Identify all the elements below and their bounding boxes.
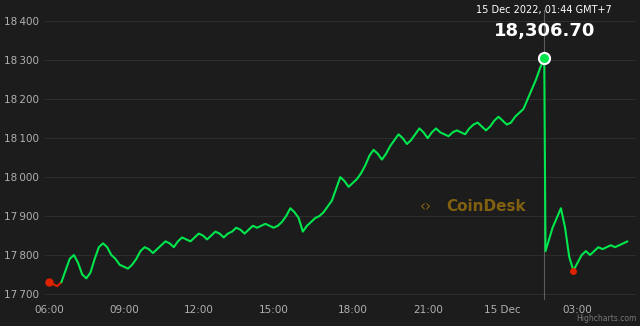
Text: 18,306.70: 18,306.70 xyxy=(493,22,595,40)
Text: Highcharts.com: Highcharts.com xyxy=(577,314,637,323)
Text: ‹›: ‹› xyxy=(420,200,432,215)
Text: 15 Dec 2022, 01:44 GMT+7: 15 Dec 2022, 01:44 GMT+7 xyxy=(476,5,612,15)
Text: CoinDesk: CoinDesk xyxy=(447,200,526,215)
